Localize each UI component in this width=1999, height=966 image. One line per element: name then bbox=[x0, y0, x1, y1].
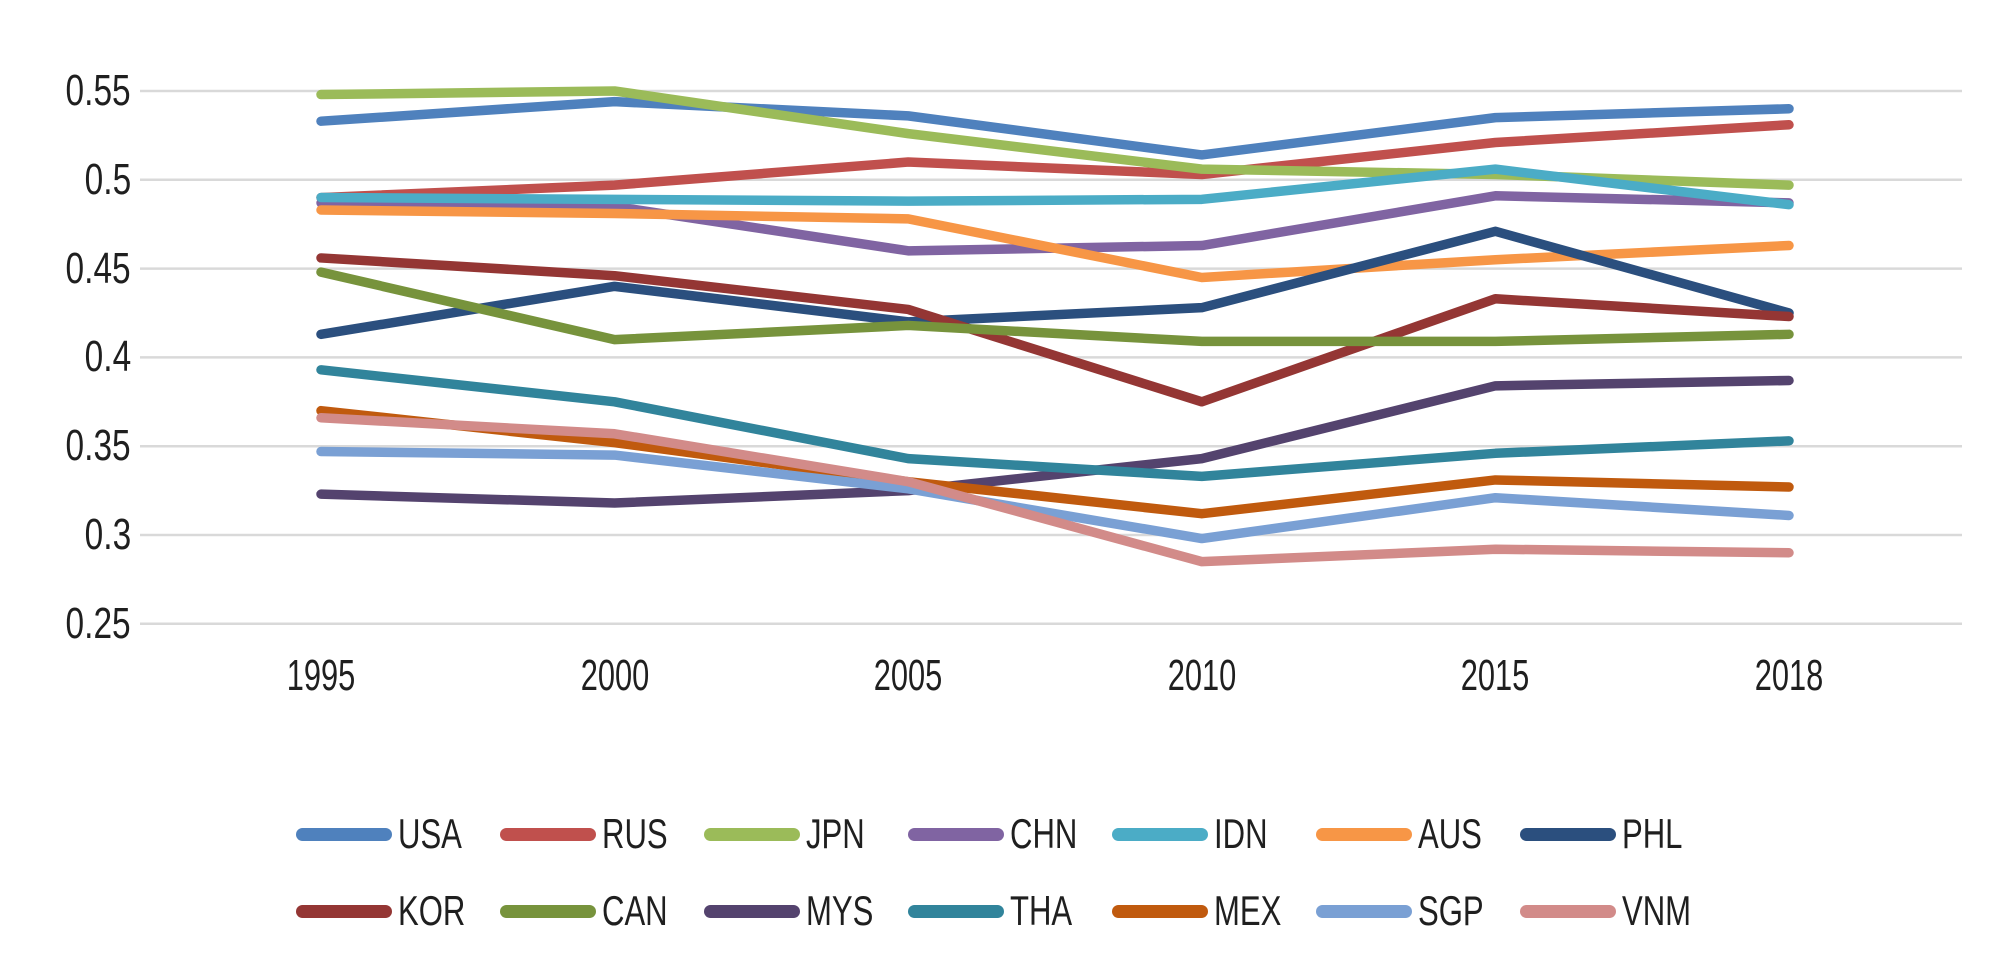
series-line-PHL bbox=[316, 226, 1794, 340]
legend-item-CAN: CAN bbox=[500, 890, 704, 932]
legend-swatch-USA bbox=[296, 827, 392, 841]
legend-label: VNM bbox=[1622, 887, 1692, 934]
legend-item-VNM: VNM bbox=[1520, 890, 1724, 932]
y-tick-label: 0.35 bbox=[65, 421, 131, 471]
legend-label: CHN bbox=[1010, 810, 1078, 857]
plot-area bbox=[140, 86, 1962, 626]
legend-swatch-MYS bbox=[704, 904, 800, 918]
legend-swatch-CAN bbox=[500, 904, 596, 918]
legend-swatch-VNM bbox=[1520, 904, 1616, 918]
legend-label: MYS bbox=[806, 887, 874, 934]
series-line-CAN bbox=[316, 267, 1794, 347]
x-tick-label: 2005 bbox=[873, 651, 943, 700]
legend-swatch-CHN bbox=[908, 827, 1004, 841]
legend-label: JPN bbox=[806, 810, 865, 857]
legend-row-2: KOR CAN MYS THA MEX SGP VNM bbox=[296, 890, 1724, 932]
legend-label: RUS bbox=[602, 810, 668, 857]
series-line-USA bbox=[316, 96, 1794, 160]
legend-label: AUS bbox=[1418, 810, 1482, 857]
series-line-RUS bbox=[316, 119, 1794, 203]
legend-item-MEX: MEX bbox=[1112, 890, 1316, 932]
y-tick-label: 0.4 bbox=[84, 332, 131, 382]
legend-label: KOR bbox=[398, 887, 466, 934]
legend-label: THA bbox=[1010, 887, 1073, 934]
legend-item-JPN: JPN bbox=[704, 813, 908, 855]
y-tick-label: 0.45 bbox=[65, 243, 131, 293]
series-line-MEX bbox=[316, 405, 1794, 519]
legend-row-1: USA RUS JPN CHN IDN AUS PHL bbox=[296, 813, 1724, 855]
series-line-KOR bbox=[316, 253, 1794, 407]
legend-item-AUS: AUS bbox=[1316, 813, 1520, 855]
legend-item-MYS: MYS bbox=[704, 890, 908, 932]
x-tick-label: 1995 bbox=[286, 651, 356, 700]
legend-item-THA: THA bbox=[908, 890, 1112, 932]
legend-swatch-JPN bbox=[704, 827, 800, 841]
legend-swatch-THA bbox=[908, 904, 1004, 918]
legend-item-RUS: RUS bbox=[500, 813, 704, 855]
legend-label: CAN bbox=[602, 887, 668, 934]
series-line-THA bbox=[316, 365, 1794, 482]
legend-swatch-MEX bbox=[1112, 904, 1208, 918]
legend-item-IDN: IDN bbox=[1112, 813, 1316, 855]
x-tick-label: 2015 bbox=[1461, 651, 1530, 700]
y-tick-label: 0.3 bbox=[84, 510, 131, 559]
legend-item-USA: USA bbox=[296, 813, 500, 855]
legend-swatch-IDN bbox=[1112, 827, 1208, 841]
x-tick-label: 2000 bbox=[580, 651, 649, 700]
series-line-IDN bbox=[316, 164, 1794, 210]
legend-swatch-KOR bbox=[296, 904, 392, 918]
legend-label: IDN bbox=[1214, 810, 1268, 857]
series-line-MYS bbox=[316, 375, 1794, 508]
legend-label: USA bbox=[398, 810, 462, 857]
x-tick-label: 2018 bbox=[1754, 651, 1824, 700]
y-tick-label: 0.5 bbox=[84, 154, 131, 204]
legend-swatch-RUS bbox=[500, 827, 596, 841]
y-tick-label: 0.55 bbox=[65, 66, 131, 115]
legend-label: MEX bbox=[1214, 887, 1282, 934]
legend-item-CHN: CHN bbox=[908, 813, 1112, 855]
legend-item-PHL: PHL bbox=[1520, 813, 1724, 855]
x-tick-label: 2010 bbox=[1167, 651, 1237, 700]
legend-item-KOR: KOR bbox=[296, 890, 500, 932]
series-line-SGP bbox=[316, 446, 1794, 544]
legend-swatch-SGP bbox=[1316, 904, 1412, 918]
y-tick-label: 0.25 bbox=[65, 598, 131, 648]
legend-label: PHL bbox=[1622, 810, 1683, 857]
series-line-AUS bbox=[316, 205, 1794, 283]
legend-item-SGP: SGP bbox=[1316, 890, 1520, 932]
legend-label: SGP bbox=[1418, 887, 1484, 934]
legend-swatch-PHL bbox=[1520, 827, 1616, 841]
legend-swatch-AUS bbox=[1316, 827, 1412, 841]
series-line-VNM bbox=[316, 413, 1794, 567]
